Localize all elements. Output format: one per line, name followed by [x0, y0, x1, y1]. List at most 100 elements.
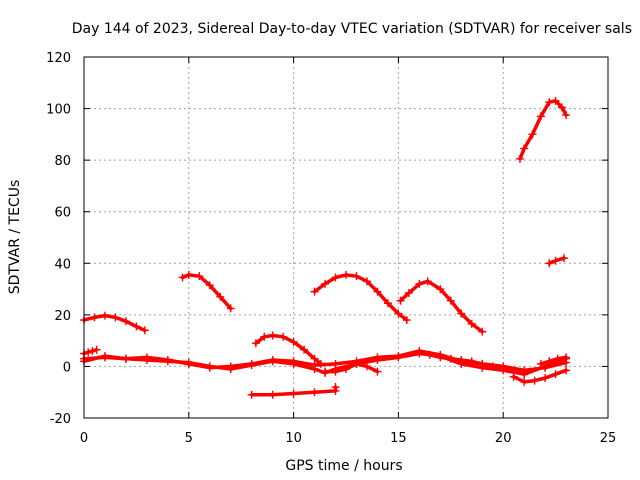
data-point	[553, 354, 562, 363]
x-tick-label: 25	[600, 431, 617, 446]
data-point	[268, 331, 277, 340]
series-arc-12	[509, 366, 571, 386]
data-point	[184, 270, 193, 279]
data-point	[545, 357, 554, 366]
data-point	[557, 103, 566, 112]
series-arc-14	[545, 254, 568, 268]
data-point	[316, 359, 325, 368]
y-tick-label: -20	[50, 412, 71, 427]
series-trace	[539, 355, 568, 366]
data-point	[88, 346, 97, 355]
series-arc-01	[80, 311, 149, 335]
series-arc-08	[321, 359, 382, 376]
data-point	[536, 112, 545, 121]
y-tick-label: 40	[54, 257, 71, 272]
data-point	[142, 355, 151, 364]
data-point	[184, 358, 193, 367]
data-point	[268, 390, 277, 399]
data-point	[226, 304, 235, 313]
data-point	[404, 288, 413, 297]
series-arc-10	[396, 277, 487, 336]
data-point	[423, 277, 432, 286]
data-point	[509, 372, 518, 381]
data-point	[394, 353, 403, 362]
y-axis-label: SDTVAR / TECUs	[7, 180, 23, 295]
y-tick-label: 100	[46, 103, 71, 118]
data-point	[457, 309, 466, 318]
data-point	[300, 345, 309, 354]
data-point	[362, 362, 371, 371]
data-point	[528, 130, 537, 139]
data-point	[121, 354, 130, 363]
data-point	[226, 365, 235, 374]
data-point	[195, 272, 204, 281]
series-arc-07	[247, 383, 340, 399]
data-point	[92, 345, 101, 354]
data-point	[488, 362, 497, 371]
data-point	[251, 339, 260, 348]
data-point	[436, 285, 445, 294]
data-point	[140, 326, 149, 335]
data-point	[373, 287, 382, 296]
data-point	[100, 311, 109, 320]
y-tick-label: 60	[54, 206, 71, 221]
data-point	[541, 374, 550, 383]
y-tick-label: 0	[63, 360, 71, 375]
data-point	[520, 377, 529, 386]
data-point	[520, 144, 529, 153]
y-tick-label: 120	[46, 51, 71, 66]
data-point	[362, 277, 371, 286]
data-point	[331, 383, 340, 392]
data-point	[310, 287, 319, 296]
series-trace	[518, 99, 568, 161]
data-point	[132, 322, 141, 331]
x-tick-label: 15	[390, 431, 407, 446]
data-point	[100, 352, 109, 361]
data-point	[321, 279, 330, 288]
series-arc-13	[515, 96, 571, 163]
data-point	[415, 349, 424, 358]
data-point	[515, 154, 524, 163]
data-point	[310, 354, 319, 363]
x-tick-label: 10	[285, 431, 302, 446]
series-trace	[428, 353, 526, 375]
data-point	[205, 281, 214, 290]
data-point	[310, 365, 319, 374]
data-point	[436, 353, 445, 362]
data-point	[331, 273, 340, 282]
data-point	[559, 254, 568, 263]
data-point	[562, 366, 571, 375]
data-point	[402, 316, 411, 325]
data-point	[289, 389, 298, 398]
data-point	[247, 361, 256, 370]
x-axis-label: GPS time / hours	[285, 458, 402, 474]
data-point	[551, 96, 560, 105]
x-tick-label: 20	[495, 431, 512, 446]
data-point	[178, 273, 187, 282]
series-arc-09	[310, 270, 411, 325]
data-point	[342, 270, 350, 279]
data-point	[111, 313, 120, 322]
data-point	[499, 365, 508, 374]
data-point	[415, 279, 424, 288]
data-point	[352, 359, 361, 368]
data-point	[478, 327, 487, 336]
data-point	[530, 376, 539, 385]
series-arc-05	[178, 270, 235, 313]
data-point	[467, 319, 476, 328]
x-tick-label: 0	[80, 431, 88, 446]
data-point	[260, 332, 269, 341]
y-tick-label: 80	[54, 154, 71, 169]
series-arc-15	[536, 353, 571, 368]
data-point	[163, 357, 172, 366]
data-point	[90, 313, 99, 322]
data-point	[396, 296, 405, 305]
data-point	[268, 357, 277, 366]
data-point	[457, 355, 466, 364]
data-point	[383, 299, 392, 308]
data-point	[562, 111, 571, 120]
data-point	[279, 332, 288, 341]
data-point	[321, 367, 330, 376]
data-point	[331, 367, 340, 376]
